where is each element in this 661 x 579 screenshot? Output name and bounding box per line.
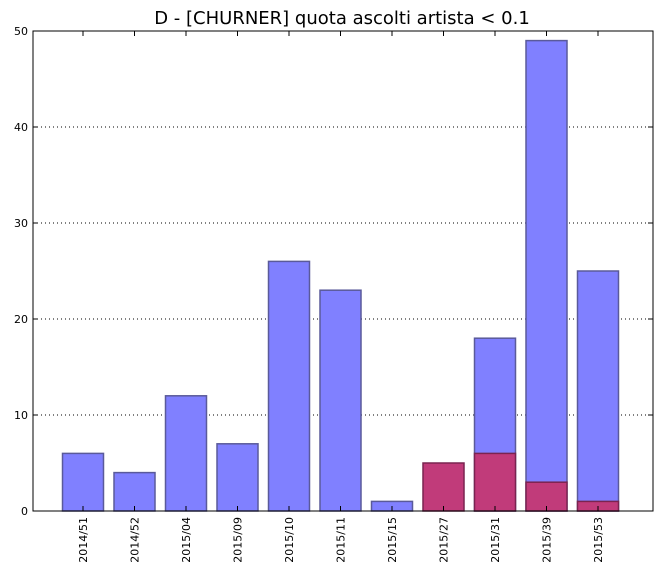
x-tick-label: 2015/10	[283, 517, 296, 563]
bar-series-1	[319, 289, 362, 512]
y-axis-ticks: 0 10 20 30 40 50	[14, 25, 653, 518]
x-tick-label: 2015/15	[386, 517, 399, 563]
x-tick-label: 2015/27	[438, 517, 451, 563]
bar-series-1	[216, 443, 259, 512]
bars	[61, 39, 620, 512]
y-tick-label: 10	[14, 409, 28, 422]
x-tick-label: 2015/53	[592, 517, 605, 563]
bar-series-2	[422, 462, 465, 512]
y-tick-label: 20	[14, 313, 28, 326]
y-tick-label: 40	[14, 121, 28, 134]
bar-series-1	[164, 395, 208, 512]
x-tick-label: 2014/51	[77, 517, 90, 563]
bar-series-1	[113, 471, 156, 512]
y-tick-label: 50	[14, 25, 28, 38]
x-tick-label: 2015/31	[489, 517, 502, 563]
bar-series-1	[267, 260, 311, 512]
x-tick-label: 2015/09	[232, 517, 245, 563]
bar-series-1	[61, 452, 105, 512]
y-tick-label: 30	[14, 217, 28, 230]
x-tick-label: 2015/39	[541, 517, 554, 563]
bar-series-2	[473, 452, 517, 512]
plot-frame	[32, 30, 654, 512]
x-tick-label: 2015/11	[335, 517, 348, 563]
y-tick-label: 0	[21, 505, 28, 518]
chart-title: D - [CHURNER] quota ascolti artista < 0.…	[154, 8, 530, 29]
x-axis-ticks: 2014/51 2014/52 2015/04 2015/09 2015/10 2015/…	[77, 31, 605, 563]
x-tick-label: 2015/04	[180, 517, 193, 563]
x-tick-label: 2014/52	[129, 517, 142, 563]
bar-series-1	[576, 270, 620, 512]
bar-series-1	[525, 39, 568, 512]
